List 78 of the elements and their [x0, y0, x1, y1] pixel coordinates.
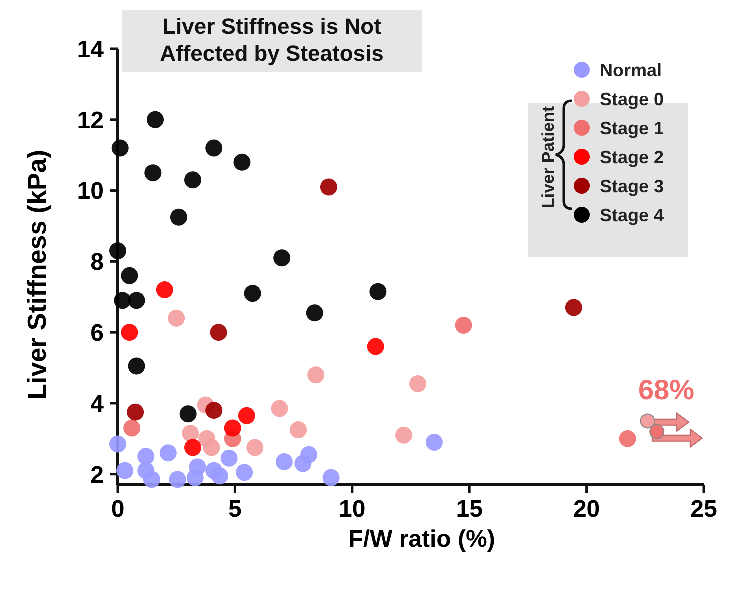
point: [290, 422, 307, 439]
legend-title: Liver Patient: [538, 106, 558, 209]
x-tick-label: 0: [111, 496, 125, 523]
chart-title: Liver Stiffness is Not Affected by Steatosis: [160, 14, 384, 66]
point: [128, 292, 146, 310]
point: [184, 439, 202, 456]
point: [110, 436, 126, 453]
y-tick-label: 6: [90, 320, 104, 347]
point: [127, 404, 144, 421]
point: [189, 458, 206, 476]
point: [156, 282, 174, 299]
point: [112, 140, 129, 157]
point: [121, 324, 138, 342]
point: [210, 324, 228, 342]
x-axis-title: F/W ratio (%): [348, 526, 496, 553]
y-axis-title: Liver Stiffness (kPa): [22, 150, 52, 400]
x-tick-label: 15: [456, 496, 483, 523]
x-tick-label: 5: [228, 496, 242, 523]
y-tick-label: 14: [77, 36, 105, 64]
point: [147, 111, 164, 128]
point: [320, 178, 338, 196]
point: [160, 444, 177, 462]
annotation: 68%: [638, 374, 695, 406]
point: [565, 299, 582, 316]
point: [276, 453, 293, 470]
point: [455, 317, 472, 334]
point: [238, 407, 256, 424]
point: [234, 154, 251, 171]
point: [619, 430, 636, 448]
point: [170, 208, 188, 226]
legend-label: Stage 1: [600, 118, 664, 138]
point: [211, 468, 228, 485]
point: [322, 469, 340, 486]
point: [168, 310, 186, 327]
point: [246, 439, 264, 456]
point: [206, 140, 223, 157]
point: [224, 420, 242, 437]
point: [116, 462, 134, 480]
legend-label: Stage 3: [600, 176, 664, 196]
point: [128, 358, 146, 375]
point: [308, 366, 325, 384]
legend-label: Stage 4: [600, 205, 664, 226]
point: [138, 448, 155, 466]
x-tick-label: 20: [573, 496, 600, 523]
point: [180, 406, 197, 423]
y-tick-label: 8: [90, 249, 104, 276]
point: [114, 292, 132, 310]
x-tick-label: 25: [690, 496, 718, 523]
point: [206, 402, 223, 420]
point: [274, 250, 291, 267]
point: [236, 464, 254, 482]
point: [306, 304, 324, 322]
point: [300, 446, 318, 464]
point: [410, 375, 427, 392]
legend-label: Normal: [600, 60, 662, 80]
point: [244, 285, 262, 302]
point: [271, 400, 288, 418]
point: [426, 434, 443, 451]
point: [121, 267, 138, 284]
point: [143, 471, 160, 488]
y-tick-label: 12: [77, 107, 104, 134]
point: [124, 420, 141, 437]
point: [110, 242, 126, 260]
x-tick-label: 10: [339, 496, 366, 523]
y-tick-label: 2: [90, 462, 104, 489]
point: [184, 172, 202, 189]
y-tick-label: 4: [90, 390, 105, 418]
point: [367, 338, 384, 356]
legend-label: Stage 0: [600, 89, 664, 110]
point: [395, 426, 412, 444]
point: [220, 450, 238, 467]
point: [182, 425, 200, 442]
y-tick-label: 10: [77, 178, 104, 206]
point: [370, 283, 387, 300]
point: [169, 471, 186, 488]
legend-label: Stage 2: [600, 147, 664, 168]
point: [203, 439, 220, 456]
point: [144, 164, 162, 182]
